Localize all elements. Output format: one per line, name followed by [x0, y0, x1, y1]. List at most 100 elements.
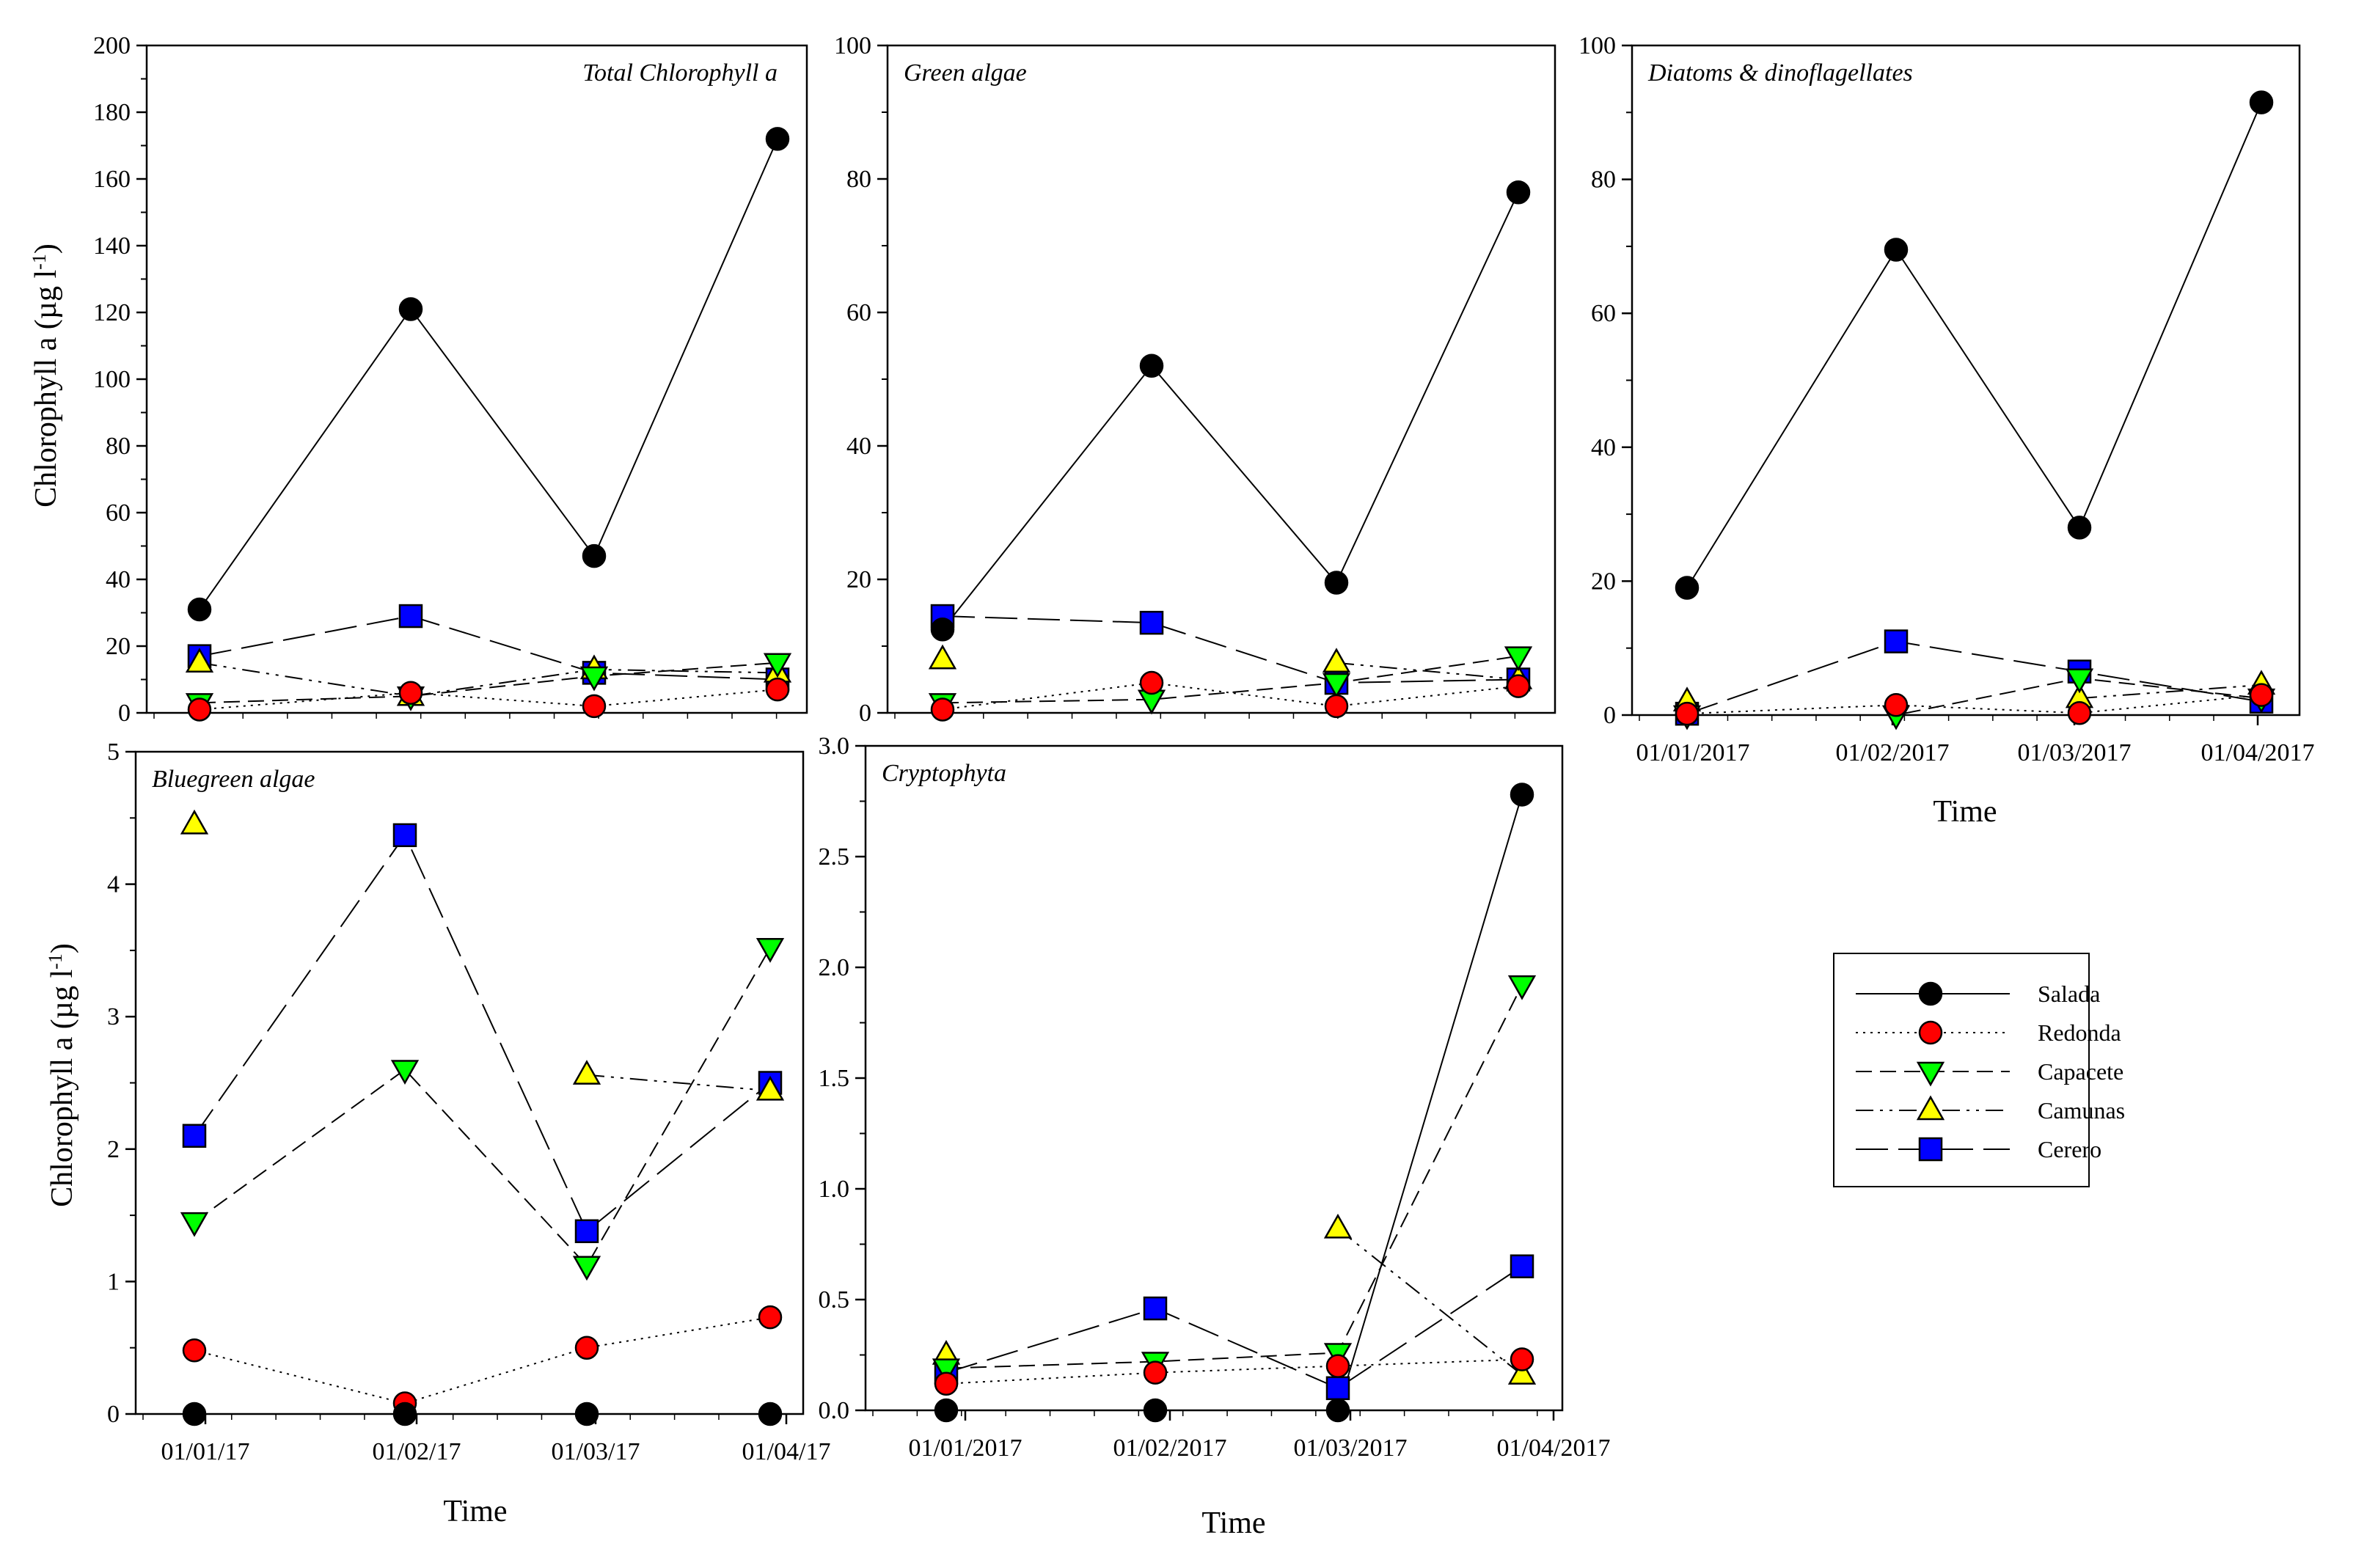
data-point-redonda [1143, 1360, 1168, 1385]
data-point-redonda [1324, 694, 1349, 719]
data-point-camunas [928, 644, 957, 670]
y-tick-label: 0 [859, 700, 871, 727]
legend-box [1833, 953, 2090, 1187]
series-line-cerero [942, 615, 1519, 684]
data-point-redonda [187, 697, 212, 722]
data-point-capacete [1504, 646, 1533, 672]
legend-marker-capacete [1916, 1061, 1945, 1087]
data-point-redonda [934, 1371, 959, 1396]
data-point-redonda [582, 694, 607, 719]
data-point-salada [392, 1402, 417, 1426]
series-line-camunas [2079, 684, 2262, 700]
data-point-salada [1884, 238, 1909, 262]
data-point-salada [582, 543, 607, 568]
series-line-salada [199, 138, 778, 610]
data-point-salada [2067, 516, 2092, 540]
y-tick-label: 120 [93, 299, 131, 326]
legend-label-salada: Salada [2038, 981, 2100, 1007]
y-tick-label: 40 [1591, 434, 1616, 461]
data-point-salada [187, 597, 212, 622]
y-tick-label: 1 [107, 1268, 120, 1295]
y-tick-label: 5 [107, 739, 120, 766]
data-point-salada [934, 1398, 959, 1423]
chart-panel-green-algae: 0 20 40 60 80 100 Green algae [834, 32, 1556, 727]
data-point-salada [574, 1402, 599, 1426]
y-tick-label: 60 [106, 499, 131, 527]
data-point-capacete [1507, 975, 1537, 1000]
y-tick-label: 100 [1578, 32, 1616, 59]
data-point-salada [182, 1402, 207, 1426]
data-point-redonda [1675, 701, 1700, 726]
data-point-redonda [1510, 1347, 1534, 1371]
data-point-salada [2249, 90, 2274, 114]
data-point-salada [1675, 576, 1700, 600]
y-tick-label: 80 [1591, 166, 1616, 194]
data-point-salada [1139, 353, 1164, 378]
data-point-capacete [579, 666, 609, 692]
y-tick-label: 20 [106, 633, 131, 660]
legend: Salada Redonda Capacete Camunas Cerero [1833, 953, 2125, 1187]
x-tick-label: 01/01/17 [161, 1438, 250, 1465]
data-point-redonda [765, 677, 790, 702]
series-line-camunas [1337, 1228, 1523, 1376]
y-tick-label: 1.5 [819, 1065, 850, 1092]
data-point-salada [1325, 1398, 1350, 1423]
legend-label-capacete: Capacete [2038, 1058, 2123, 1085]
series-line-redonda [1686, 694, 2262, 715]
x-tick-label: 01/02/2017 [1113, 1435, 1227, 1462]
data-point-salada [398, 297, 423, 321]
data-point-cerero [1884, 629, 1909, 653]
data-point-redonda [2067, 701, 2092, 725]
x-tick-label: 01/04/2017 [2201, 739, 2315, 766]
data-point-cerero [398, 604, 423, 629]
data-point-camunas [1323, 1213, 1353, 1239]
legend-label-cerero: Cerero [2038, 1136, 2101, 1162]
data-point-salada [765, 127, 790, 151]
series-line-cerero [194, 833, 771, 1233]
series-line-redonda [194, 1316, 771, 1404]
series-line-redonda [945, 1358, 1523, 1385]
series-line-salada [946, 794, 1523, 1411]
x-tick-label: 01/02/2017 [1836, 739, 1950, 766]
data-point-cerero [1143, 1296, 1168, 1321]
data-point-camunas [185, 648, 214, 673]
series-line-redonda [942, 682, 1519, 711]
series-line-capacete [194, 947, 771, 1267]
legend-marker-cerero [1918, 1137, 1943, 1162]
y-axis-label-bottom: Chlorophyll a (µg l-1) [45, 943, 79, 1207]
y-tick-label: 2.5 [819, 843, 850, 871]
data-point-capacete [763, 653, 792, 678]
data-point-capacete [180, 1212, 209, 1237]
x-tick-label: 01/02/17 [373, 1438, 461, 1465]
series-line-capacete [942, 655, 1519, 704]
legend-marker-camunas [1916, 1095, 1945, 1121]
data-point-cerero [1325, 1376, 1350, 1401]
data-point-redonda [182, 1338, 207, 1363]
plot-frame [886, 44, 1556, 714]
y-tick-label: 1.0 [819, 1176, 850, 1203]
y-tick-label: 100 [834, 32, 871, 59]
data-point-redonda [1139, 670, 1164, 695]
data-point-cerero [574, 1219, 599, 1244]
data-point-redonda [758, 1305, 783, 1330]
y-axis-label-close: ) [45, 943, 79, 953]
y-tick-label: 3 [107, 1003, 120, 1030]
series-line-capacete [945, 984, 1523, 1369]
data-point-salada [1143, 1398, 1168, 1423]
y-axis-label-superscript: -1 [29, 254, 50, 270]
data-point-capacete [1322, 673, 1351, 698]
data-point-redonda [574, 1336, 599, 1360]
data-point-redonda [398, 681, 423, 705]
data-point-camunas [572, 1060, 601, 1085]
y-axis-label-text: Chlorophyll a (µg l [45, 970, 79, 1207]
data-point-camunas [1507, 1360, 1537, 1385]
series-line-camunas [199, 662, 778, 697]
data-point-camunas [180, 809, 209, 835]
y-axis-label-text: Chlorophyll a (µg l [29, 270, 63, 508]
x-axis-title: Time [1933, 795, 1997, 829]
y-tick-label: 60 [1591, 300, 1616, 327]
y-tick-label: 3.0 [819, 733, 850, 760]
y-tick-label: 140 [93, 232, 131, 260]
series-line-salada [1686, 102, 2262, 589]
y-tick-label: 2 [107, 1136, 120, 1163]
